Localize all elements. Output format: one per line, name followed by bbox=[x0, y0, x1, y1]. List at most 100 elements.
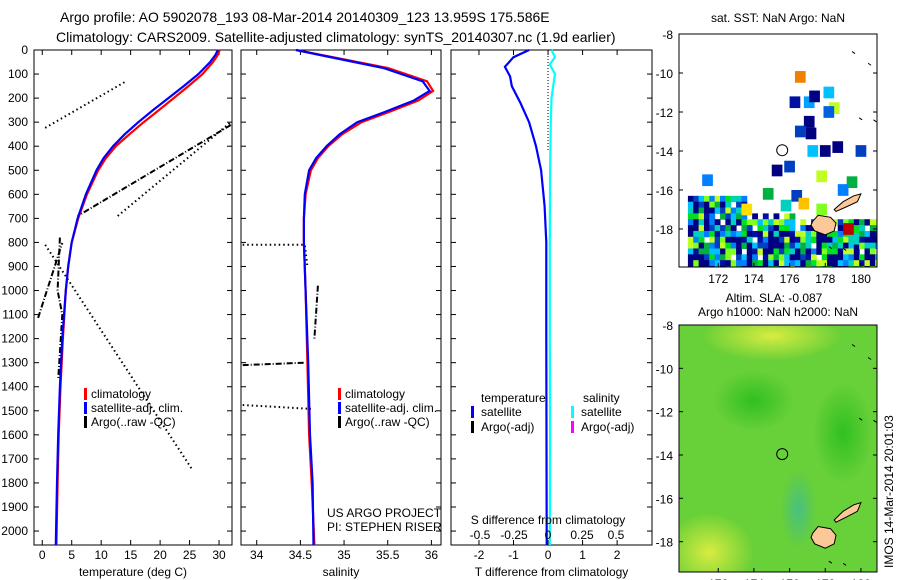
sst-cell bbox=[843, 223, 854, 235]
lon-tick-label: 174 bbox=[744, 577, 764, 580]
depth-tick-label: 1700 bbox=[1, 452, 28, 466]
sst-cell bbox=[698, 254, 705, 261]
sst-cell bbox=[859, 236, 866, 244]
sst-cell bbox=[703, 230, 710, 238]
sst-cell bbox=[816, 230, 823, 238]
legend-label: Argo(-adj) bbox=[481, 420, 534, 434]
lon-tick-label: 180 bbox=[851, 272, 871, 286]
credit-block: US ARGO PROJECT PI: STEPHEN RISER bbox=[327, 506, 442, 534]
sst-cell bbox=[687, 236, 694, 244]
difference-xlabel: T difference from climatology bbox=[475, 565, 629, 579]
sst-cell bbox=[746, 236, 753, 244]
sst-cell bbox=[875, 260, 877, 267]
small-island bbox=[867, 357, 872, 360]
sst-cell bbox=[762, 236, 769, 244]
sst-cell bbox=[703, 195, 710, 203]
sst-cell bbox=[843, 260, 849, 267]
depth-tick-label: 1300 bbox=[1, 356, 28, 370]
legend-label: Argo(..raw -QC) bbox=[91, 415, 176, 429]
sst-cell bbox=[725, 213, 732, 220]
lon-tick-label: 178 bbox=[815, 272, 835, 286]
sst-cell bbox=[714, 225, 721, 232]
sst-cell bbox=[848, 232, 860, 245]
depth-tick-label: 1400 bbox=[1, 380, 28, 394]
lat-tick-label: -10 bbox=[656, 362, 674, 376]
sst-cell bbox=[778, 219, 785, 226]
sst-cell bbox=[780, 199, 792, 212]
legend-label: satellite-adj. clim. bbox=[345, 401, 437, 415]
lon-tick-label: 180 bbox=[851, 577, 871, 580]
sst-cell bbox=[843, 236, 849, 244]
sst-cell bbox=[832, 230, 839, 238]
sst-cell bbox=[752, 230, 758, 238]
sst-cell bbox=[875, 254, 877, 261]
timestamp-stamp: IMOS 14-Mar-2014 20:01:03 bbox=[882, 415, 896, 568]
sst-cell bbox=[746, 219, 753, 226]
sst-cell bbox=[746, 230, 753, 238]
sst-cell bbox=[859, 260, 866, 267]
salinity-panel: 34 34.5 35 35.5 36 salinity climatologysatelli… bbox=[240, 48, 442, 579]
sst-cell bbox=[853, 219, 860, 226]
sst-cell bbox=[741, 260, 748, 267]
depth-tick-label: 900 bbox=[8, 259, 28, 273]
sst-cell bbox=[687, 201, 694, 209]
series-t-satellite bbox=[503, 49, 548, 546]
depth-tick-label: 800 bbox=[8, 235, 28, 249]
sst-cell bbox=[687, 207, 694, 214]
sst-cell bbox=[821, 242, 828, 249]
sst-cell bbox=[773, 254, 780, 261]
sst-cell bbox=[837, 248, 844, 255]
sst-cell bbox=[741, 219, 748, 226]
sst-cell bbox=[762, 248, 769, 255]
sst-cell bbox=[757, 242, 764, 249]
depth-tick-label: 0 bbox=[21, 43, 28, 57]
s-tick-label: -0.25 bbox=[500, 528, 528, 542]
temperature-panel: 0 5 10 15 20 25 300100200300400500600700800900… bbox=[1, 43, 233, 579]
depth-tick-label: 500 bbox=[8, 163, 28, 177]
sst-cell bbox=[693, 260, 700, 267]
small-island bbox=[828, 246, 833, 249]
lat-tick-label: -14 bbox=[656, 145, 674, 159]
sst-cell bbox=[687, 242, 694, 249]
x-tick-label: 10 bbox=[94, 548, 108, 562]
credit-pi: PI: STEPHEN RISER bbox=[327, 520, 442, 534]
sst-cell bbox=[832, 254, 839, 261]
legend-heading-temperature: temperature bbox=[481, 391, 546, 405]
sst-cell bbox=[837, 260, 844, 267]
sst-cell bbox=[693, 219, 700, 226]
legend-swatch bbox=[338, 402, 341, 414]
sst-cell bbox=[778, 260, 785, 267]
series-satellite-adj-clim- bbox=[295, 48, 432, 546]
sst-cell bbox=[757, 225, 764, 232]
legend-label: climatology bbox=[345, 387, 405, 401]
sst-cell bbox=[771, 164, 783, 177]
x-tick-label: 0 bbox=[545, 548, 552, 562]
sst-cell bbox=[736, 242, 742, 249]
sst-cell bbox=[794, 125, 806, 138]
sst-cell bbox=[811, 254, 817, 261]
sst-cell bbox=[800, 230, 807, 238]
sst-cell bbox=[752, 219, 758, 226]
salinity-xlabel: salinity bbox=[323, 565, 360, 579]
sst-cell bbox=[693, 248, 700, 255]
sst-cell bbox=[736, 195, 742, 203]
sst-cell bbox=[698, 195, 705, 203]
sst-cell bbox=[730, 242, 737, 249]
sst-cell bbox=[811, 236, 817, 244]
sst-cell bbox=[875, 225, 877, 232]
lon-tick-label: 176 bbox=[780, 272, 800, 286]
sst-cell bbox=[762, 230, 769, 238]
sst-cell bbox=[809, 90, 820, 103]
sst-cell bbox=[805, 127, 817, 140]
sst-cell bbox=[837, 230, 844, 238]
sst-cell bbox=[762, 242, 769, 249]
sst-cell bbox=[816, 236, 823, 244]
sst-cell bbox=[752, 248, 758, 255]
small-island bbox=[851, 51, 856, 54]
sst-cell bbox=[784, 230, 791, 238]
sst-cell bbox=[714, 201, 721, 209]
sst-cell bbox=[800, 236, 807, 244]
legend-swatch bbox=[338, 388, 341, 400]
lon-tick-label: 178 bbox=[815, 577, 835, 580]
x-tick-label: 2 bbox=[614, 548, 621, 562]
